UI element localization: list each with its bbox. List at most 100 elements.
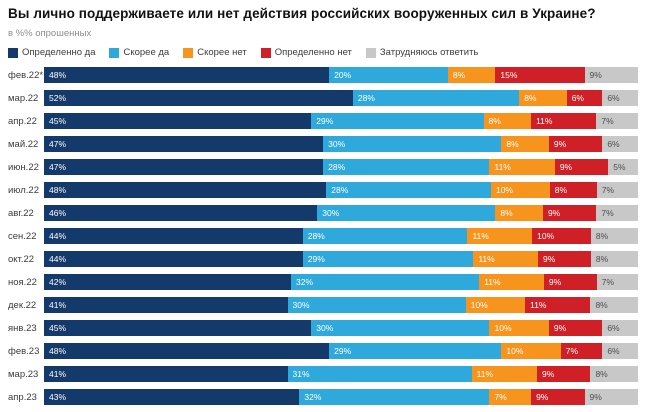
segment-value: 8% — [595, 231, 609, 241]
legend-label: Скорее да — [123, 47, 170, 58]
bar-segment: 20% — [329, 67, 448, 83]
segment-value: 8% — [595, 254, 609, 264]
segment-value: 10% — [506, 346, 524, 356]
bar-segment: 8% — [590, 251, 638, 267]
row-bar: 42% 32% 11% 9% 7% — [44, 274, 638, 290]
bar-segment: 9% — [554, 159, 609, 175]
segment-value: 9% — [589, 70, 602, 80]
segment-value: 30% — [316, 323, 334, 333]
bar-segment: 5% — [608, 159, 638, 175]
segment-value: 7% — [494, 392, 507, 402]
bar-segment: 28% — [326, 182, 491, 198]
segment-value: 48% — [49, 346, 67, 356]
row-label: апр.22 — [8, 115, 37, 127]
bar-segment: 7% — [596, 205, 638, 221]
segment-value: 8% — [452, 70, 466, 80]
segment-value: 7% — [601, 116, 614, 126]
bar-segment: 41% — [44, 297, 288, 313]
segment-value: 41% — [49, 300, 67, 310]
segment-value: 48% — [49, 185, 67, 195]
segment-value: 30% — [328, 139, 346, 149]
row-label: фев.23 — [8, 345, 40, 357]
legend-item-4: Определенно нет — [260, 47, 352, 58]
bar-segment: 44% — [44, 251, 303, 267]
bar-segment: 9% — [584, 67, 638, 83]
segment-value: 46% — [49, 208, 67, 218]
bar-segment: 30% — [287, 297, 466, 313]
segment-value: 11% — [484, 277, 501, 287]
row-bar: 43% 32% 7% 9% 9% — [44, 389, 638, 405]
bar-segment: 8% — [447, 67, 496, 83]
segment-value: 11% — [476, 369, 494, 379]
row-label: мар.23 — [8, 368, 39, 380]
segment-value: 8% — [488, 116, 501, 126]
bar-segment: 8% — [495, 205, 543, 221]
row-bar: 45% 29% 8% 11% 7% — [44, 113, 638, 129]
bar-segment: 8% — [549, 182, 597, 198]
legend-swatch-icon — [8, 47, 18, 58]
bar-segment: 8% — [519, 90, 567, 106]
segment-value: 9% — [553, 139, 567, 149]
bar-segment: 9% — [538, 251, 591, 267]
bar-segment: 7% — [489, 389, 532, 405]
segment-value: 32% — [296, 277, 314, 287]
segment-value: 7% — [601, 185, 615, 195]
segment-value: 31% — [292, 369, 310, 379]
legend-label: Определенно нет — [274, 47, 352, 58]
bar-segment: 11% — [525, 297, 591, 313]
segment-value: 5% — [613, 162, 626, 172]
segment-value: 8% — [506, 139, 519, 149]
chart-row: фев.22* 48% 20% 8% 15% 9% — [8, 67, 646, 83]
segment-value: 20% — [334, 70, 352, 80]
bar-segment: 47% — [44, 159, 324, 175]
bar-segment: 10% — [465, 297, 526, 313]
segment-value: 6% — [607, 346, 620, 356]
legend-item-2: Скорее да — [109, 47, 169, 58]
bar-segment: 28% — [323, 159, 490, 175]
row-label: май.22 — [8, 138, 39, 150]
bar-segment: 9% — [543, 274, 597, 290]
bar-segment: 30% — [323, 136, 502, 152]
segment-value: 7% — [601, 277, 615, 287]
row-label: авг.22 — [8, 207, 34, 219]
bar-segment: 29% — [329, 343, 502, 359]
row-label: июл.22 — [8, 184, 39, 196]
bar-segment: 32% — [299, 389, 490, 405]
segment-value: 28% — [357, 93, 375, 103]
chart-row: янв.23 45% 30% 10% 9% 6% — [8, 320, 646, 336]
segment-value: 8% — [524, 93, 537, 103]
row-bar: 47% 28% 11% 9% 5% — [44, 159, 638, 175]
segment-value: 9% — [543, 254, 556, 264]
segment-value: 8% — [595, 300, 608, 310]
segment-value: 9% — [559, 162, 573, 172]
segment-value: 47% — [49, 139, 67, 149]
legend-item-5: Затрудняюсь ответить — [365, 47, 478, 58]
legend-label: Скорее нет — [197, 47, 247, 58]
bar-segment: 30% — [311, 320, 490, 336]
bar-segment: 30% — [317, 205, 496, 221]
row-label: фев.22* — [8, 69, 44, 81]
chart-row: июн.22 47% 28% 11% 9% 5% — [8, 159, 646, 175]
chart-row: окт.22 44% 29% 11% 9% 8% — [8, 251, 646, 267]
segment-value: 45% — [49, 323, 67, 333]
segment-value: 42% — [49, 277, 67, 287]
segment-value: 6% — [607, 93, 620, 103]
bar-segment: 7% — [560, 343, 603, 359]
bar-segment: 6% — [602, 136, 638, 152]
segment-value: 28% — [328, 162, 346, 172]
bar-segment: 8% — [501, 136, 549, 152]
segment-value: 9% — [548, 277, 562, 287]
segment-value: 48% — [49, 70, 67, 80]
segment-value: 9% — [589, 392, 602, 402]
segment-value: 28% — [331, 185, 349, 195]
bar-segment: 43% — [44, 389, 300, 405]
segment-value: 45% — [49, 116, 67, 126]
row-label: июн.22 — [8, 161, 39, 173]
stacked-bar-chart: фев.22* 48% 20% 8% 15% 9% мар.22 52% 28% 8% 6% 6% ап… — [8, 67, 646, 405]
segment-value: 11% — [530, 300, 547, 310]
bar-segment: 45% — [44, 320, 312, 336]
bar-segment: 44% — [44, 228, 303, 244]
bar-segment: 11% — [473, 251, 538, 267]
segment-value: 6% — [607, 139, 620, 149]
